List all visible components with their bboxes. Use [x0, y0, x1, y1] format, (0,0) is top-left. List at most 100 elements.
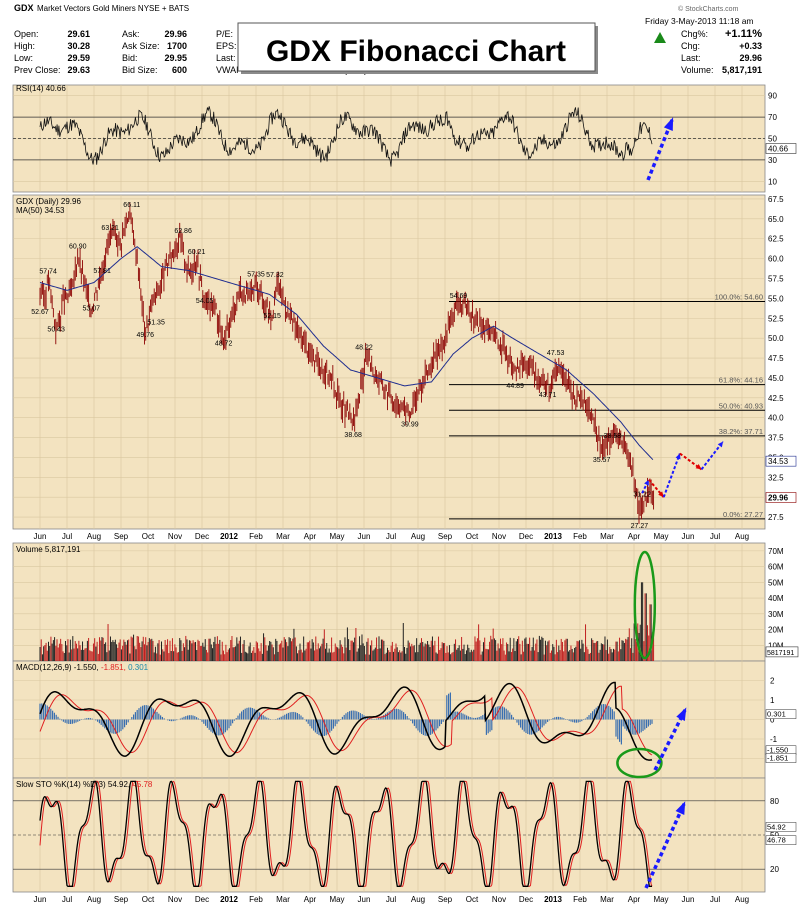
pivot-label: 38.58	[604, 433, 622, 440]
x-tick-label: Sep	[114, 532, 129, 541]
pivot-label: 57.35	[247, 272, 265, 279]
field-value-mid: 600	[172, 65, 187, 75]
x-axis: Jun Jun Jul Jul Aug Aug Sep Sep Oct Oct Nov Nov Dec D…	[34, 532, 750, 904]
x-tick-label: Aug	[87, 532, 101, 541]
date-label: Friday 3-May-2013 11:18 am	[645, 16, 754, 26]
pivot-label: 52.67	[31, 309, 49, 316]
volume-y-tick: 30M	[768, 610, 784, 619]
x-tick-label: Nov	[168, 895, 182, 904]
pivot-label: 27.27	[631, 523, 649, 530]
x-tick-label: Oct	[142, 895, 155, 904]
price-y-tick: 27.5	[768, 513, 784, 522]
field-label-mid: Bid:	[122, 53, 138, 63]
macd-value-box	[765, 709, 797, 719]
x-tick-label: May	[329, 895, 344, 904]
pivot-label: 49.76	[137, 332, 155, 339]
sto-k-line	[39, 780, 652, 887]
fib-label: 50.0%: 40.93	[719, 401, 763, 410]
pivot-label: 62.86	[174, 228, 192, 235]
volume-plot: Volume 5,817,191	[16, 545, 657, 661]
price-y-tick: 60.0	[768, 255, 784, 264]
volume-y-tick: 50M	[768, 578, 784, 587]
rsi-y-tick: 30	[768, 156, 777, 165]
x-tick-label: Jun	[682, 532, 695, 541]
pivot-label: 52.15	[263, 313, 281, 320]
y-axis: 103050709040.6667.565.062.560.057.555.05…	[765, 92, 799, 874]
field-value-left: 29.63	[67, 65, 90, 75]
pivot-label: 48.72	[215, 340, 233, 347]
sto-value-box	[765, 822, 797, 832]
field-label-mid: Ask:	[122, 29, 140, 39]
price-y-tick: 40.0	[768, 414, 784, 423]
pivot-label: 51.35	[147, 319, 165, 326]
field-value-mid: 29.95	[164, 53, 187, 63]
pivot-label: 54.05	[196, 298, 214, 305]
x-tick-label: 2012	[220, 532, 238, 541]
field-label-left: Open:	[14, 29, 39, 39]
volume-title: Volume 5,817,191	[16, 545, 81, 554]
rsi-title: RSI(14) 40.66	[16, 84, 66, 93]
macd-value-label: 0.301	[767, 710, 786, 719]
sto-d-line	[39, 780, 653, 887]
price-y-tick: 37.5	[768, 434, 784, 443]
pivot-label: 47.53	[547, 350, 565, 357]
macd-y-tick: -1	[770, 735, 778, 744]
pivot-label: 35.57	[593, 457, 611, 464]
x-tick-label: Jul	[710, 532, 720, 541]
arrow-head-icon	[644, 479, 649, 486]
field-value-mid: 29.96	[164, 29, 187, 39]
x-tick-label: Jun	[34, 532, 47, 541]
rsi-last-value: 40.66	[768, 144, 789, 153]
field-value-left: 30.28	[67, 41, 90, 51]
arrow-head-icon	[658, 491, 664, 498]
field-label-left: Prev Close:	[14, 65, 61, 75]
volume-last-box	[765, 646, 799, 658]
sto-plot: Slow STO %K(14) %D(3) 54.92, 45.78	[13, 780, 765, 887]
x-tick-label: Mar	[600, 532, 614, 541]
macd-y-tick: 2	[770, 677, 775, 686]
x-tick-label: Dec	[195, 895, 209, 904]
x-tick-label: Nov	[492, 532, 506, 541]
volume-y-tick: 40M	[768, 594, 784, 603]
x-tick-label: Aug	[87, 895, 101, 904]
x-tick-label: Jul	[62, 532, 72, 541]
x-tick-label: Nov	[492, 895, 506, 904]
x-tick-label: Jul	[386, 895, 396, 904]
x-tick-label: Sep	[114, 895, 129, 904]
x-tick-label: Oct	[466, 532, 479, 541]
price-y-tick: 55.0	[768, 294, 784, 303]
volume-y-tick: 10M	[768, 641, 784, 650]
annotations	[644, 117, 687, 889]
field-label-mid: Ask Size:	[122, 41, 160, 51]
volume-y-tick: 60M	[768, 563, 784, 572]
field-label-mid: Bid Size:	[122, 65, 158, 75]
macd-title: MACD(12,26,9) -1.550, -1.851, 0.301	[16, 663, 149, 672]
x-tick-label: Jul	[62, 895, 72, 904]
x-tick-label: Feb	[249, 895, 263, 904]
ma-legend: MA(50) 34.53	[16, 206, 65, 215]
rsi-y-tick: 50	[768, 135, 777, 144]
pivot-label: 63.21	[101, 225, 119, 232]
volume-last-value: 5817191	[767, 650, 794, 657]
projection-up-segment	[700, 440, 724, 471]
x-tick-label: May	[653, 532, 668, 541]
stat-label: Chg%:	[681, 29, 708, 39]
stat-value: +1.11%	[725, 28, 762, 40]
pivot-label: 53.07	[83, 306, 101, 313]
price-y-tick: 45.0	[768, 374, 784, 383]
rsi-plot: RSI(14) 40.66	[13, 84, 765, 167]
macd-y-tick: 0	[770, 716, 775, 725]
sto-value-label: 54.92	[767, 822, 786, 831]
macd-plot: MACD(12,26,9) -1.550, -1.851, 0.301	[16, 663, 663, 779]
x-tick-label: Dec	[195, 532, 209, 541]
stat-value: +0.33	[739, 41, 762, 51]
x-tick-label: 2013	[544, 895, 562, 904]
pivot-label: 57.81	[93, 268, 111, 275]
field-label-right: Last:	[216, 53, 236, 63]
macd-value-label: -1.851	[767, 754, 788, 763]
macd-value-box	[765, 753, 797, 763]
field-value-left: 29.61	[67, 29, 90, 39]
x-tick-label: Oct	[466, 895, 479, 904]
